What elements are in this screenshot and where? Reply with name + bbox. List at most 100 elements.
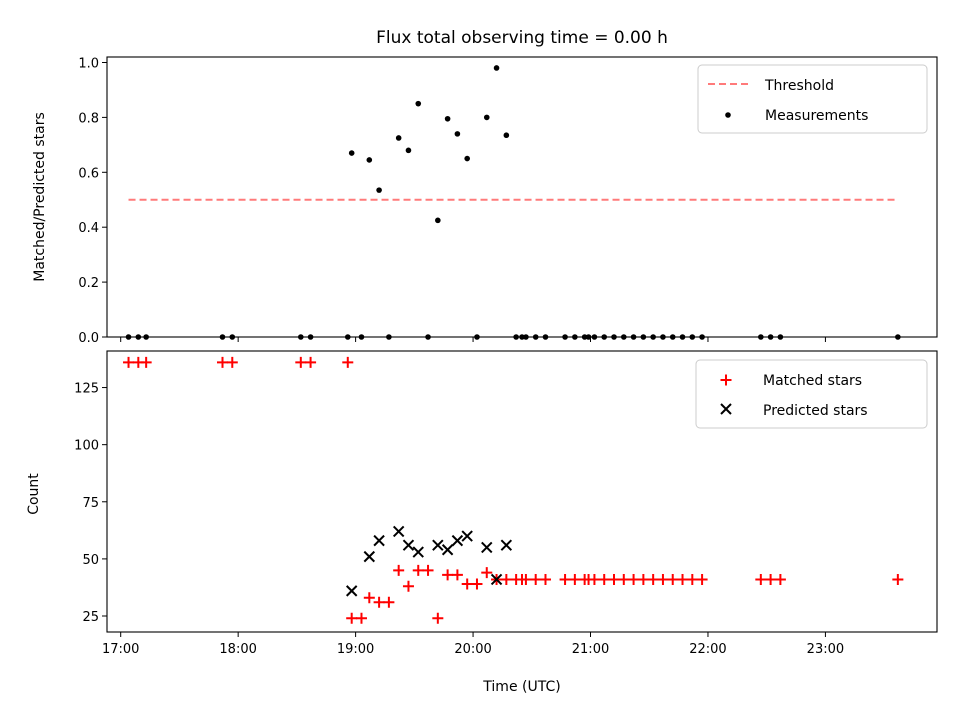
matched-star-point: [539, 573, 551, 585]
measurement-point: [483, 114, 490, 121]
top-y-tick-label: 1.0: [78, 56, 99, 71]
matched-star-point: [774, 573, 786, 585]
matched-star-point: [677, 573, 689, 585]
measurement-point: [454, 131, 461, 137]
predicted-star-point: [441, 544, 454, 556]
bottom-plot-frame: [106, 350, 938, 633]
predicted-star-point: [490, 573, 503, 586]
matched-star-point: [481, 567, 493, 579]
bottom-x-tick-label: 21:00: [572, 642, 609, 657]
matched-star-point: [755, 573, 767, 585]
matched-star-point: [373, 596, 385, 608]
matched-star-point: [363, 592, 375, 604]
matched-star-point: [346, 612, 358, 624]
legend-predicted-label: Predicted stars: [763, 403, 868, 419]
matched-star-point: [569, 573, 581, 585]
matched-star-point: [412, 564, 424, 576]
matched-star-point: [765, 573, 777, 585]
matched-star-point: [226, 356, 238, 368]
matched-star-point: [342, 356, 354, 368]
bottom-y-axis-label: Count: [26, 473, 42, 515]
matched-star-point: [628, 573, 640, 585]
measurement-point: [395, 135, 402, 141]
top-panel: 0.0 0.2 0.4 0.6 0.8 1.0 Threshold Measurements: [78, 56, 938, 346]
bottom-panel: 25 50 75 100 125 17:00 18:00 19:00 20:00 21:00 22:…: [74, 350, 938, 657]
measurement-point: [405, 147, 412, 154]
chart-title: Flux total observing time = 0.00 h: [376, 28, 668, 48]
bottom-x-tick-label: 22:00: [689, 642, 726, 657]
matched-star-point: [637, 573, 649, 585]
matched-star-point: [500, 573, 512, 585]
measurement-point: [503, 132, 510, 139]
measurement-point: [493, 65, 500, 71]
legend-threshold-label: Threshold: [764, 78, 834, 94]
matched-star-point: [393, 564, 405, 576]
bottom-y-tick-label: 75: [82, 496, 99, 511]
matched-star-point: [657, 573, 669, 585]
top-legend: Threshold Measurements: [697, 64, 928, 134]
matched-star-point: [559, 573, 571, 585]
bottom-legend-box: [695, 359, 928, 429]
top-y-tick-label: 0.2: [78, 276, 99, 291]
predicted-star-point: [432, 539, 444, 551]
predicted-star-point: [412, 546, 424, 558]
matched-star-point: [598, 573, 610, 585]
measurement-point: [415, 100, 422, 107]
predicted-star-point: [461, 530, 473, 542]
predicted-star-point: [500, 539, 513, 551]
matched-star-point: [355, 612, 367, 624]
bottom-x-tick-label: 18:00: [219, 642, 256, 657]
matched-star-point: [461, 578, 473, 590]
measurement-point: [444, 115, 451, 122]
predicted-star-point: [345, 585, 358, 597]
bottom-legend: Matched stars Predicted stars: [695, 359, 928, 429]
matched-star-point: [696, 573, 708, 585]
legend-predicted-marker: [720, 403, 732, 415]
predicted-star-point: [373, 534, 385, 547]
measurement-point: [464, 155, 470, 162]
predicted-star-point: [402, 539, 415, 551]
predicted-star-point: [481, 541, 493, 554]
bottom-y-tick-label: 100: [74, 439, 99, 454]
measurement-point: [348, 150, 355, 156]
matched-star-point: [402, 580, 414, 592]
legend-matched-label: Matched stars: [763, 373, 862, 389]
matched-star-point: [451, 569, 463, 581]
matched-star-point: [588, 573, 600, 585]
legend-measurements-marker: [725, 112, 731, 118]
matched-star-point: [305, 356, 317, 368]
matched-star-point: [123, 356, 135, 368]
matched-star-point: [618, 573, 630, 585]
matched-star-point: [295, 356, 307, 368]
top-y-tick-label: 0.8: [78, 111, 99, 126]
measurement-point: [366, 157, 373, 163]
matched-star-point: [530, 573, 542, 585]
matched-star-point: [892, 573, 904, 585]
top-y-tick-label: 0.6: [78, 166, 99, 181]
bottom-x-tick-label: 19:00: [337, 642, 374, 657]
matched-star-point: [442, 569, 454, 581]
matched-star-point: [140, 356, 152, 368]
predicted-star-point: [392, 525, 405, 538]
bottom-y-tick-label: 50: [82, 553, 99, 568]
predicted-star-point: [451, 534, 464, 547]
measurement-point: [376, 187, 382, 193]
matched-star-point: [647, 573, 659, 585]
bottom-y-tick-label: 125: [74, 382, 99, 397]
matched-star-point: [383, 596, 395, 608]
legend-measurements-label: Measurements: [765, 108, 868, 124]
matched-star-point: [432, 612, 444, 624]
top-y-tick-label: 0.0: [78, 331, 99, 346]
bottom-y-tick-label: 25: [82, 610, 99, 625]
top-y-axis-label: Matched/Predicted stars: [32, 112, 48, 282]
legend-matched-marker: [720, 374, 732, 386]
matched-star-point: [667, 573, 679, 585]
top-plot-frame: [106, 56, 938, 338]
top-y-tick-label: 0.4: [78, 221, 99, 236]
matched-star-point: [471, 578, 483, 590]
bottom-x-tick-label: 23:00: [807, 642, 844, 657]
x-axis-label: Time (UTC): [482, 679, 560, 695]
matched-star-point: [608, 573, 620, 585]
matched-star-point: [422, 564, 434, 576]
